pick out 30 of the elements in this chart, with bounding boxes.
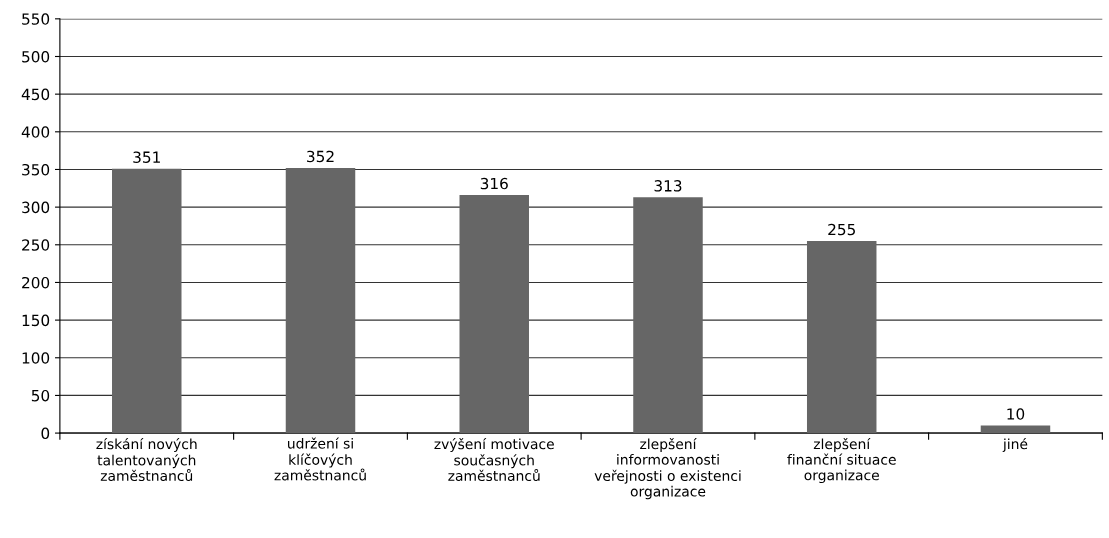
bar bbox=[285, 167, 356, 434]
x-tick-label: udržení si klíčových zaměstnanců bbox=[274, 437, 366, 481]
y-tick-label: 100 bbox=[22, 352, 50, 364]
x-tick-label: zvýšení motivace současných zaměstnanců bbox=[434, 437, 554, 482]
x-tick-label: zlepšení finanční situace organizace bbox=[787, 437, 896, 484]
data-label: 316 bbox=[480, 177, 508, 190]
y-tick-label: 550 bbox=[22, 13, 50, 25]
y-tick-label: 400 bbox=[21, 126, 50, 138]
data-label: 313 bbox=[654, 180, 682, 192]
x-tick-label: získání nových talentovaných zaměstnanců bbox=[96, 437, 197, 482]
bar bbox=[633, 197, 703, 434]
data-label: 351 bbox=[133, 151, 160, 163]
data-label: 352 bbox=[307, 150, 334, 163]
bar bbox=[806, 241, 877, 434]
bar bbox=[980, 425, 1051, 434]
bar bbox=[459, 195, 529, 434]
y-tick-label: 300 bbox=[22, 201, 50, 214]
x-tick-label: zlepšení informovanosti veřejnosti o existenci organizace bbox=[594, 437, 741, 500]
y-tick-label: 0 bbox=[41, 427, 50, 440]
data-label: 10 bbox=[1007, 408, 1025, 420]
data-label: 255 bbox=[828, 223, 855, 236]
y-tick-label: 150 bbox=[22, 314, 50, 327]
y-tick-label: 350 bbox=[22, 163, 50, 176]
x-tick-label: jiné bbox=[1002, 437, 1028, 452]
y-tick-label: 500 bbox=[22, 50, 50, 63]
y-tick-label: 450 bbox=[21, 88, 50, 101]
bar bbox=[112, 168, 182, 434]
y-tick-label: 200 bbox=[22, 276, 50, 289]
y-tick-label: 250 bbox=[22, 239, 50, 251]
y-tick-label: 50 bbox=[31, 389, 50, 402]
